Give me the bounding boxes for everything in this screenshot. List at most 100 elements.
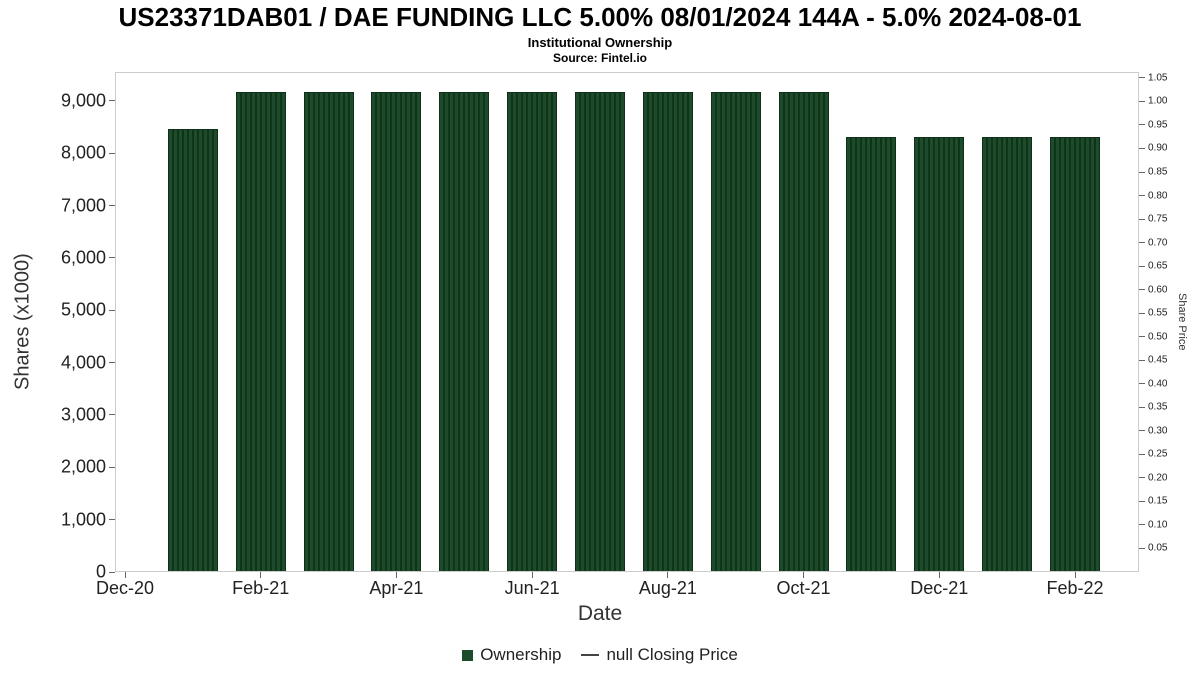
y-axis-tick-label-right: 0.95 xyxy=(1148,119,1168,131)
y-axis-tick-label-right: 1.05 xyxy=(1148,72,1168,84)
ownership-bar xyxy=(914,136,965,571)
tick-mark xyxy=(1139,547,1145,549)
legend-label-ownership: Ownership xyxy=(480,645,562,664)
y-axis-tick-label-right: 0.65 xyxy=(1148,260,1168,272)
ownership-bar xyxy=(1050,136,1100,571)
x-axis-tick-label: Aug-21 xyxy=(638,578,697,598)
ownership-swatch-icon xyxy=(462,649,474,661)
tick-mark xyxy=(1139,477,1145,479)
legend-label-closing-price: null Closing Price xyxy=(606,645,738,664)
ownership-bar xyxy=(642,92,693,571)
tick-mark xyxy=(1139,147,1145,149)
y-axis-tick-label-right: 0.05 xyxy=(1148,542,1168,554)
y-axis-tick-label-left: 2,000 xyxy=(60,456,106,477)
tick-mark xyxy=(531,572,533,578)
legend-item-closing-price: null Closing Price xyxy=(581,645,738,665)
tick-mark xyxy=(109,152,115,154)
tick-mark xyxy=(109,100,115,102)
y-axis-tick-label-left: 9,000 xyxy=(60,90,106,111)
x-axis-tick-label: Feb-21 xyxy=(232,578,290,598)
tick-mark xyxy=(1139,218,1145,220)
closing-price-line-icon xyxy=(581,654,600,656)
y-axis-tick-label-right: 0.60 xyxy=(1148,284,1168,296)
tick-mark xyxy=(1139,242,1145,244)
ownership-bar xyxy=(575,92,625,571)
tick-mark xyxy=(109,414,115,416)
y-axis-tick-label-right: 0.30 xyxy=(1148,425,1168,437)
y-axis-tick-label-right: 1.00 xyxy=(1148,95,1168,107)
tick-mark xyxy=(1139,359,1145,361)
x-axis-tick-label: Apr-21 xyxy=(369,578,424,598)
y-axis-tick-label-right: 0.10 xyxy=(1148,519,1168,531)
tick-mark xyxy=(667,572,669,578)
y-axis-tick-label-left: 8,000 xyxy=(60,142,106,163)
tick-mark xyxy=(109,571,115,573)
tick-mark xyxy=(1139,195,1145,197)
chart-source: Source: Fintel.io xyxy=(552,51,647,65)
y-axis-tick-label-left: 7,000 xyxy=(60,195,106,216)
tick-mark xyxy=(1139,383,1145,385)
tick-mark xyxy=(124,572,126,578)
tick-mark xyxy=(1139,100,1145,102)
ownership-bar xyxy=(982,136,1033,571)
y-axis-tick-label-right: 0.40 xyxy=(1148,378,1168,390)
tick-mark xyxy=(395,572,397,578)
ownership-bar xyxy=(439,92,490,571)
tick-mark xyxy=(1139,500,1145,502)
y-axis-tick-label-right: 0.45 xyxy=(1148,354,1168,366)
tick-mark xyxy=(1139,77,1145,79)
y-axis-tick-label-right: 0.20 xyxy=(1148,472,1168,484)
x-axis-tick-label: Jun-21 xyxy=(504,578,560,598)
ownership-bar xyxy=(507,92,558,571)
tick-mark xyxy=(1139,265,1145,267)
ownership-bar xyxy=(167,128,218,571)
tick-mark xyxy=(109,466,115,468)
tick-mark xyxy=(109,205,115,207)
y-axis-tick-label-right: 0.35 xyxy=(1148,401,1168,413)
tick-mark xyxy=(1139,453,1145,455)
ownership-bar xyxy=(846,136,897,571)
tick-mark xyxy=(1139,124,1145,126)
ownership-bar xyxy=(371,92,422,571)
y-axis-tick-label-left: 5,000 xyxy=(60,299,106,320)
y-axis-tick-label-left: 0 xyxy=(95,561,106,582)
x-axis-tick-label: Dec-20 xyxy=(95,578,155,598)
y-axis-tick-label-right: 0.15 xyxy=(1148,495,1168,507)
tick-mark xyxy=(1139,524,1145,526)
tick-mark xyxy=(1139,312,1145,314)
tick-mark xyxy=(938,572,940,578)
y-axis-label-left: Shares (x1000) xyxy=(11,253,34,391)
y-axis-tick-label-right: 0.80 xyxy=(1148,190,1168,202)
tick-mark xyxy=(109,257,115,259)
y-axis-label-right: Share Price xyxy=(1176,293,1188,351)
y-axis-tick-label-left: 1,000 xyxy=(60,509,106,530)
ownership-bar xyxy=(778,92,829,571)
tick-mark xyxy=(109,362,115,364)
y-axis-tick-label-right: 0.75 xyxy=(1148,213,1168,225)
y-axis-tick-label-left: 6,000 xyxy=(60,247,106,268)
tick-mark xyxy=(803,572,805,578)
ownership-bar xyxy=(235,92,286,571)
chart-subtitle: Institutional Ownership xyxy=(527,35,673,50)
y-axis-tick-label-right: 0.55 xyxy=(1148,307,1168,319)
x-axis-tick-label: Feb-22 xyxy=(1046,578,1104,598)
y-axis-tick-label-right: 0.25 xyxy=(1148,448,1168,460)
tick-mark xyxy=(1139,171,1145,173)
y-axis-tick-label-left: 3,000 xyxy=(60,404,106,425)
ownership-bar xyxy=(710,92,761,571)
y-axis-tick-label-right: 0.50 xyxy=(1148,331,1168,343)
y-axis-tick-label-left: 4,000 xyxy=(60,352,106,373)
tick-mark xyxy=(1139,289,1145,291)
x-axis-tick-label: Dec-21 xyxy=(910,578,969,598)
x-axis-tick-label: Oct-21 xyxy=(776,578,831,598)
tick-mark xyxy=(1074,572,1076,578)
ownership-bar xyxy=(303,92,354,571)
tick-mark xyxy=(1139,406,1145,408)
legend: Ownership null Closing Price xyxy=(0,645,1200,665)
x-axis-label: Date xyxy=(577,602,623,625)
tick-mark xyxy=(260,572,262,578)
chart-title: US23371DAB01 / DAE FUNDING LLC 5.00% 08/… xyxy=(118,2,1082,32)
plot-area xyxy=(115,72,1139,572)
tick-mark xyxy=(1139,430,1145,432)
